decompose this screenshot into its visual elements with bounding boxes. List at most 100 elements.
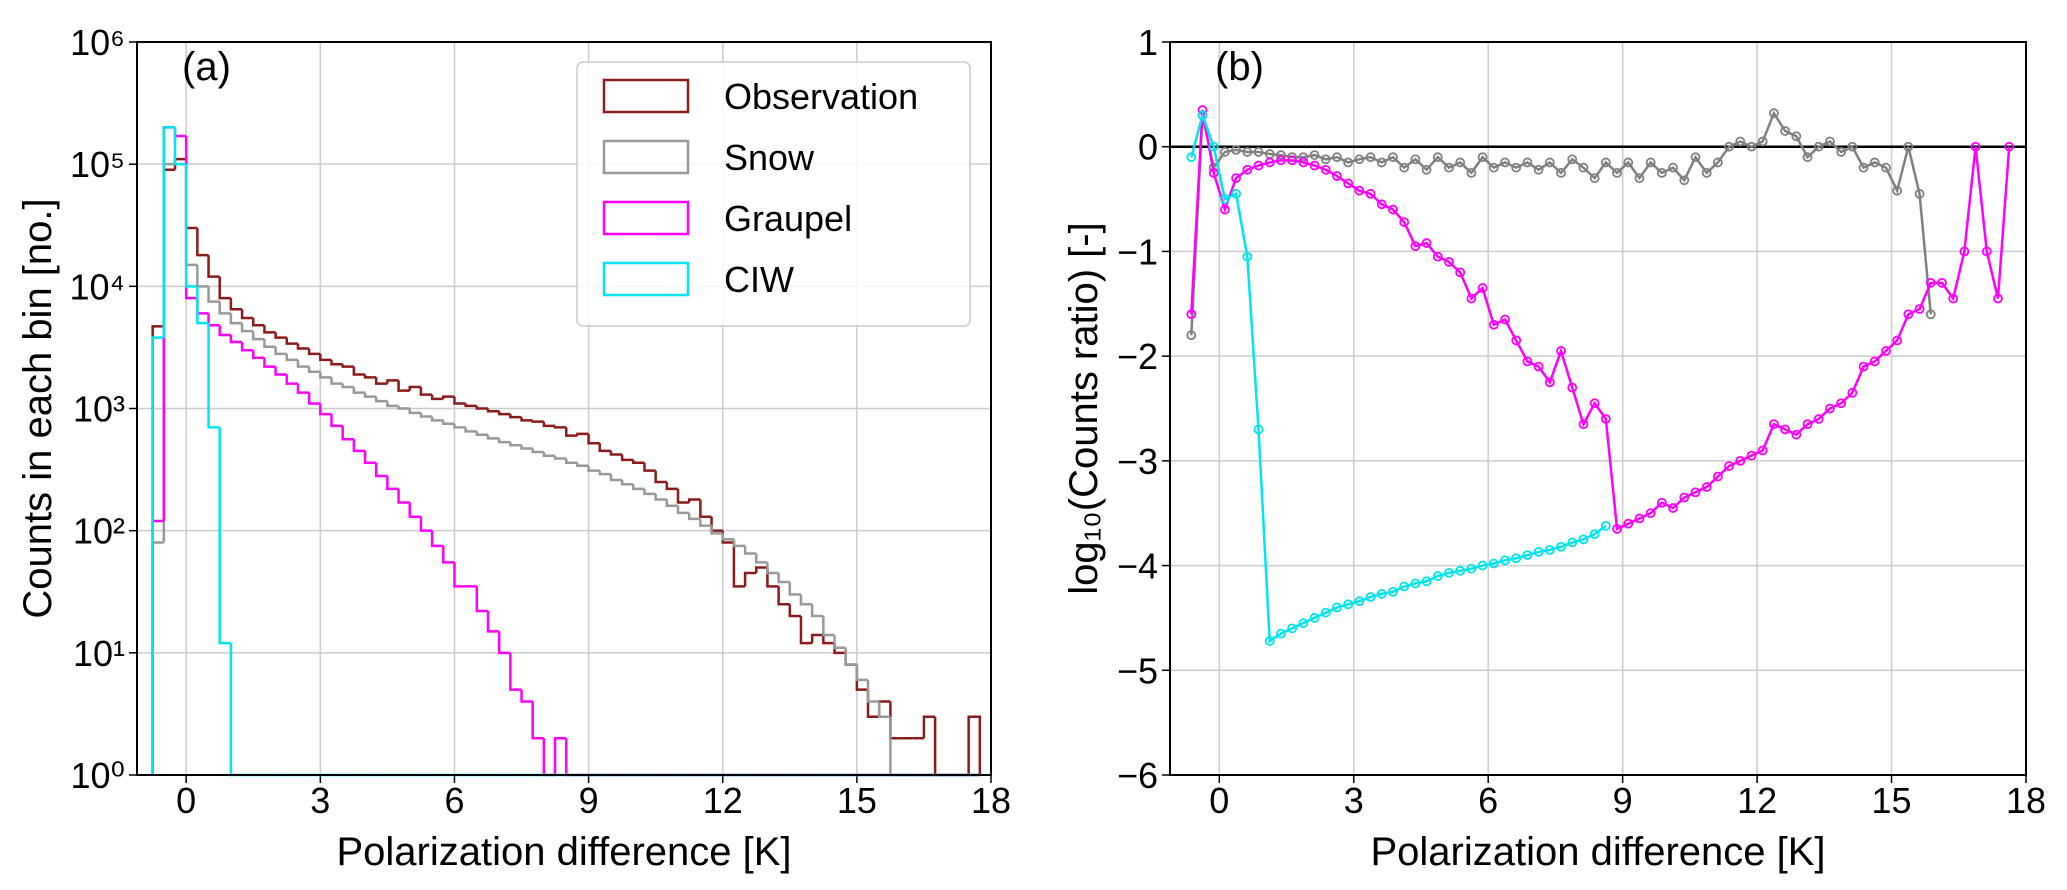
series-point [1544,377,1555,388]
histogram-bin [777,573,790,584]
histogram-bin [967,715,982,775]
series-point [1242,251,1253,262]
y-tick-label: 10⁰ [71,755,125,796]
series-point [1813,414,1824,424]
series-point [1925,277,1936,288]
series-point [1791,131,1802,142]
series-point [1444,162,1454,173]
series-point [1444,568,1454,578]
series-point [1881,162,1891,173]
histogram-bin [464,427,477,433]
histogram-bin [374,377,388,385]
histogram-bin [609,474,623,482]
series-point [1276,155,1286,166]
series-point [1556,167,1566,178]
y-tick-label: 10⁵ [70,144,125,185]
histogram-bin [654,493,667,501]
histogram-bin [352,366,366,376]
histogram-bin [374,396,388,403]
series-point [1903,141,1914,152]
x-tick-label: 15 [1872,780,1912,821]
histogram-bin [397,380,410,392]
histogram-bin [296,343,310,350]
series-point [1735,136,1746,147]
histogram-bin [430,530,444,548]
histogram-bin [229,298,243,311]
histogram-bin [442,545,455,564]
histogram-bin [173,127,187,138]
histogram-bin [397,488,410,504]
series-point [1914,188,1925,199]
series-point [1488,558,1499,569]
series-point [1208,167,1219,178]
histogram-bin [352,386,366,394]
series-point [1309,613,1320,623]
y-tick-label: −5 [1117,650,1158,691]
series-point [1220,194,1230,204]
histogram-bin [475,431,488,436]
series-point [1634,513,1645,524]
legend-label: Snow [724,137,815,178]
x-tick-label: 18 [971,780,1011,821]
histogram-bin [263,339,276,349]
series-point [1858,361,1869,372]
series-point [1332,152,1342,163]
series-point [1746,450,1757,461]
histogram-bin [810,633,824,644]
histogram-bin [319,371,332,379]
series-point [1186,309,1197,320]
series-point [1701,167,1712,178]
histogram-bin [252,318,265,327]
histogram-bin [486,434,500,440]
series-point [1511,553,1522,564]
histogram-bin [632,459,645,464]
series-point [1825,403,1835,414]
y-tick-label: 10⁴ [69,266,125,307]
histogram-bin [509,414,522,419]
series-point [1477,152,1488,163]
histogram-bin [788,604,801,618]
histogram-bin [296,359,310,368]
series-point [1466,563,1477,574]
series-point [1690,152,1701,163]
series-point [1556,346,1566,356]
histogram-bin [520,445,533,450]
histogram-bin [218,276,231,300]
histogram-bin [442,420,455,426]
series-point [1914,304,1925,314]
x-axis-title: Polarization difference [K] [336,830,791,874]
histogram-bin [509,442,522,447]
panel: 0 3 6 9 12 15 18 10⁰ 10¹ 10² 10³ 10⁴ 10⁵ 10⁶ (a) Polari… [16,22,1011,874]
histogram-bin [721,533,734,541]
histogram-bin [564,738,578,777]
histogram-bin [609,450,623,456]
series-point [1533,164,1544,175]
histogram-bin [542,421,556,428]
series-point [1242,164,1253,175]
histogram-bin [889,716,902,777]
histogram-bin [363,392,377,398]
histogram-bin [766,562,779,575]
series-point [1937,277,1947,288]
series-point [1836,147,1847,157]
y-tick-label: −1 [1117,231,1158,272]
histogram-bin [576,432,589,436]
series-point [1410,154,1421,165]
series-point [1320,154,1331,165]
histogram-bin [240,323,254,333]
histogram-bin [676,505,690,515]
x-tick-label: 6 [444,780,464,821]
histogram-bin [162,126,176,521]
series-point [1399,217,1410,228]
histogram-bin [196,298,209,315]
series-point [1522,356,1533,367]
series-point [1455,565,1466,576]
series-point [1343,599,1354,610]
x-tick-label: 9 [579,780,599,821]
y-tick-label: 10² [73,511,125,552]
histogram-bin [553,736,567,775]
x-tick-label: 9 [1613,780,1633,821]
series-point [1287,623,1298,634]
y-tick-label: 0 [1138,127,1158,168]
